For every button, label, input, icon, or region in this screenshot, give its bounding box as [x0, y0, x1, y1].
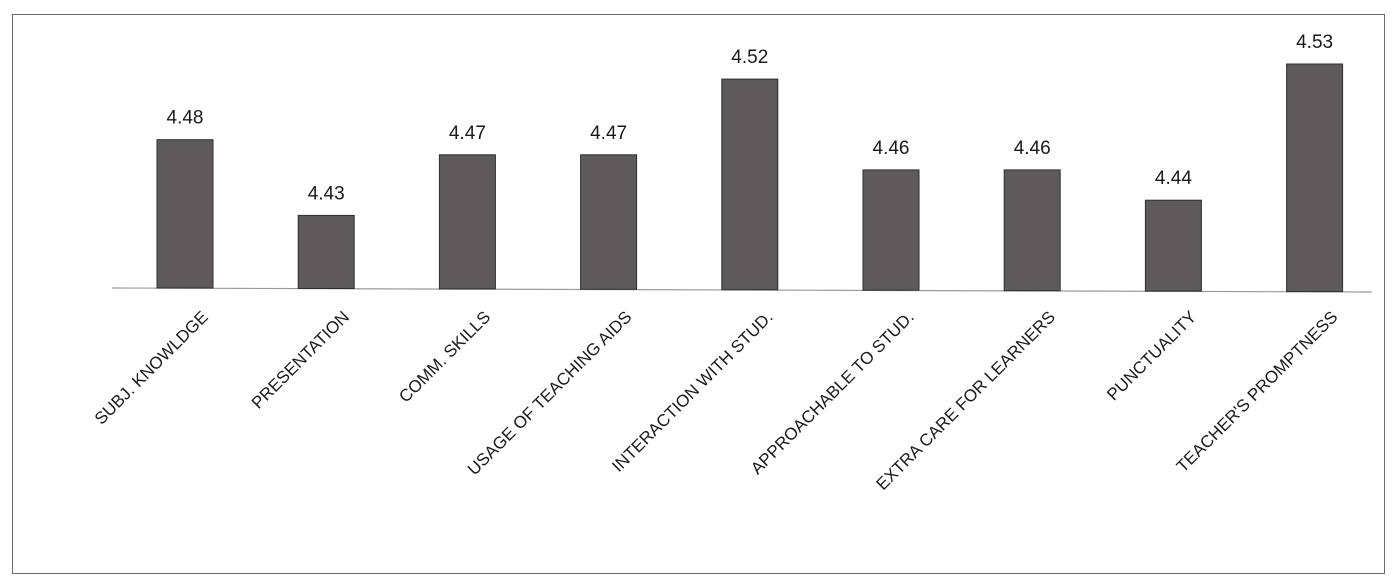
- bar-6: [862, 169, 920, 291]
- category-label-3: COMM. SKILLS: [395, 307, 494, 406]
- category-label-9: TEACHER'S PROMPTNESS: [1173, 307, 1342, 476]
- bar-5: [721, 78, 779, 291]
- category-label-1: SUBJ. KNOWLDGE: [91, 307, 212, 428]
- bar-2: [297, 214, 355, 289]
- category-label-2: PRESENTATION: [248, 307, 353, 412]
- data-label-2: 4.43: [308, 183, 345, 204]
- bar-8: [1144, 199, 1202, 292]
- chart-frame: [12, 14, 1385, 574]
- data-label-5: 4.52: [731, 47, 768, 68]
- bar-7: [1003, 169, 1061, 292]
- category-label-4: USAGE OF TEACHING AIDS: [464, 307, 636, 479]
- bar-9: [1286, 63, 1344, 293]
- data-label-9: 4.53: [1296, 32, 1333, 53]
- bar-4: [580, 154, 638, 290]
- category-label-6: APPROACHABLE TO STUD.: [747, 307, 918, 478]
- data-label-8: 4.44: [1155, 168, 1192, 189]
- data-label-1: 4.48: [167, 108, 204, 129]
- category-label-5: INTERACTION WITH STUD.: [608, 307, 776, 475]
- category-label-8: PUNCTUALITY: [1103, 307, 1200, 404]
- data-label-6: 4.46: [873, 138, 910, 159]
- data-label-3: 4.47: [449, 123, 486, 144]
- data-label-4: 4.47: [590, 123, 627, 144]
- bar-3: [438, 154, 496, 290]
- bar-1: [156, 139, 214, 289]
- data-label-7: 4.46: [1014, 138, 1051, 159]
